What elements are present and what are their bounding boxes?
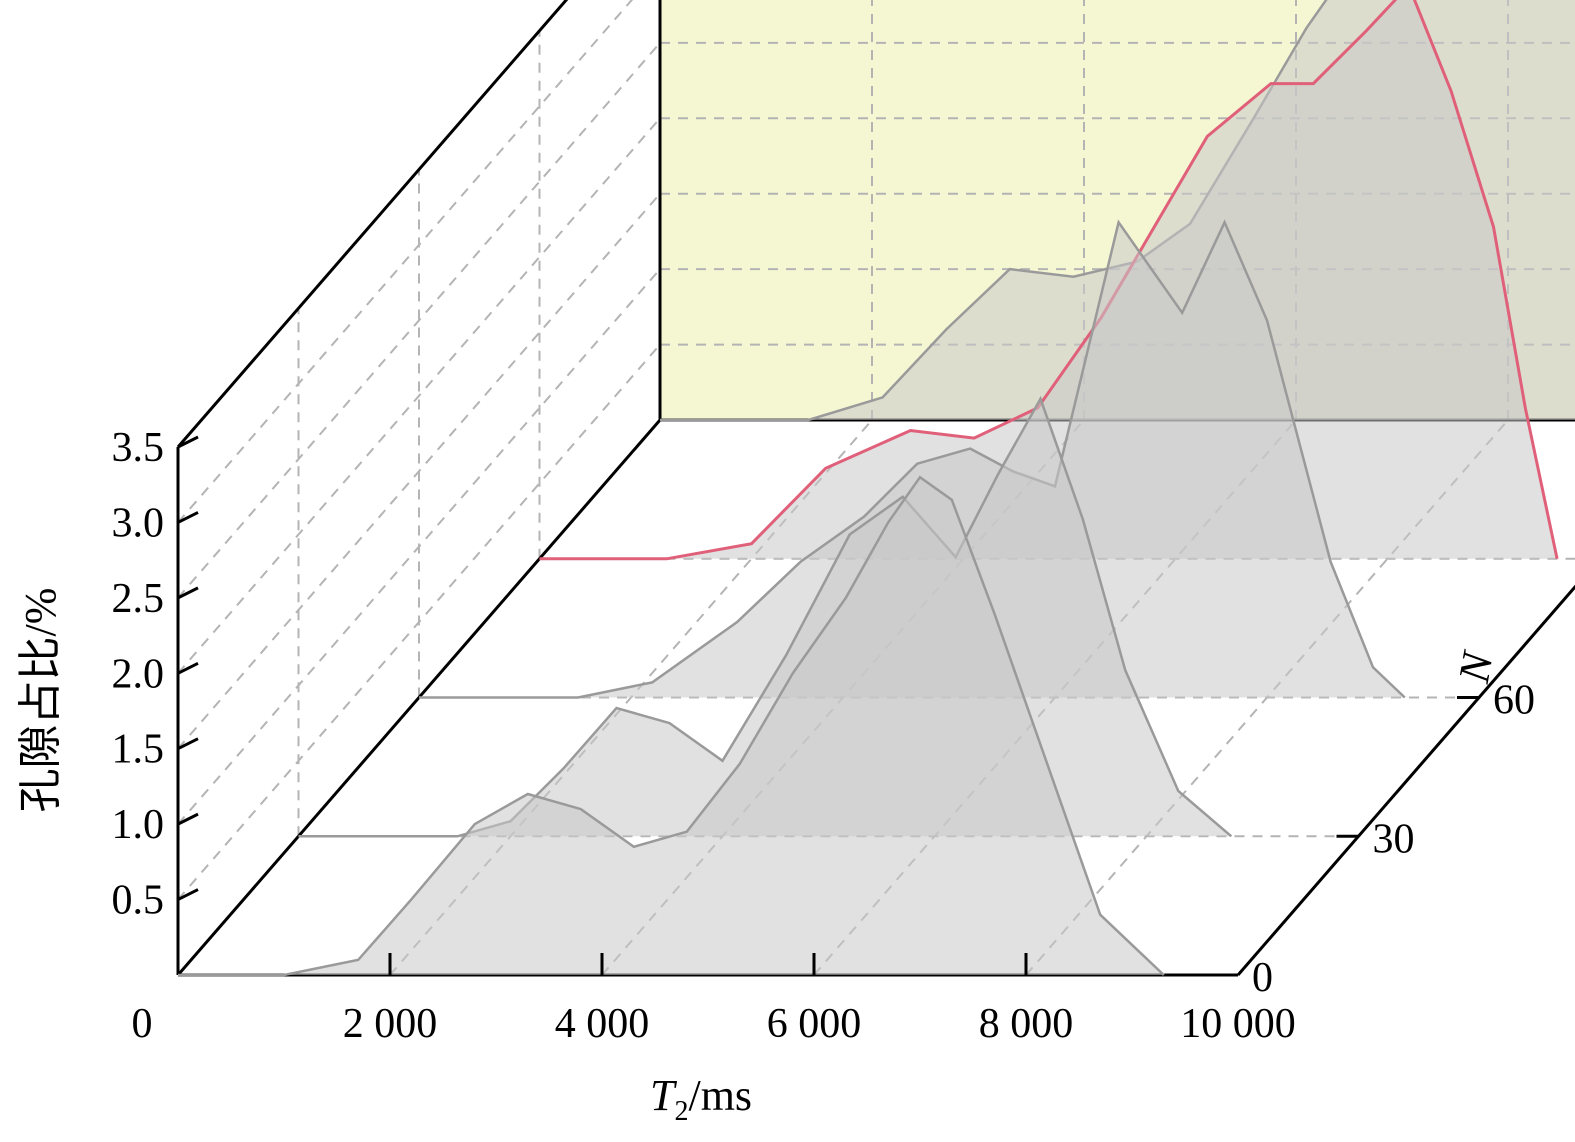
left-wall-grid-line — [177, 193, 661, 750]
y-tick-label: 1.0 — [112, 802, 165, 848]
left-wall-grid-line — [177, 117, 661, 674]
series-area-N60 — [419, 222, 1405, 698]
x-tick-label: 10 000 — [1180, 1001, 1296, 1047]
x-axis-title-main: T — [650, 1071, 678, 1120]
y-tick-mark — [177, 812, 199, 826]
series-area-N0 — [178, 477, 1164, 975]
z-tick-label: 30 — [1373, 816, 1415, 862]
series-line-N30 — [298, 395, 1233, 838]
x-tick-label: 2 000 — [343, 1001, 438, 1047]
y-tick-mark — [177, 435, 199, 449]
x-axis-title-unit: /ms — [688, 1071, 752, 1120]
x-axis-title: T2/ms — [650, 1071, 752, 1127]
y-tick-mark — [177, 511, 199, 524]
z-tick-label: 60 — [1493, 678, 1535, 724]
y-tick-mark — [177, 661, 199, 675]
series-line-N0 — [178, 475, 1165, 977]
z-tick-label: 0 — [1252, 955, 1273, 1001]
x-axis-title-sub: 2 — [674, 1096, 688, 1127]
y-tick-mark — [177, 737, 199, 751]
series-layer — [178, 0, 1575, 977]
y-tick-label: 2.5 — [112, 576, 165, 622]
y-tick-label: 3.5 — [112, 425, 165, 471]
y-tick-label: 1.5 — [112, 727, 165, 773]
ticks-layer: 0 2 000 4 000 6 000 8 000 10 000 0.5 1.0 1.5 2.0 2… — [112, 425, 1536, 1047]
x-tick-label: 6 000 — [767, 1001, 862, 1047]
series-area-N90 — [539, 0, 1558, 559]
left-wall-grid-line — [177, 42, 661, 599]
x-tick-label: 8 000 — [979, 1001, 1074, 1047]
y-tick-mark — [177, 586, 199, 600]
frame-edge — [176, 0, 569, 448]
y-axis-title: 孔隙占比/% — [16, 588, 65, 813]
y-tick-label: 3.0 — [112, 500, 165, 546]
series-line-N90 — [539, 0, 1559, 561]
x-tick-label: 0 — [132, 1001, 153, 1047]
series-line-N120 — [660, 0, 1328, 422]
y-tick-label: 0.5 — [112, 878, 165, 924]
z-axis-title: N — [1449, 646, 1503, 687]
x-tick-label: 4 000 — [555, 1001, 650, 1047]
y-tick-label: 2.0 — [112, 651, 165, 697]
y-tick-mark — [177, 888, 199, 901]
